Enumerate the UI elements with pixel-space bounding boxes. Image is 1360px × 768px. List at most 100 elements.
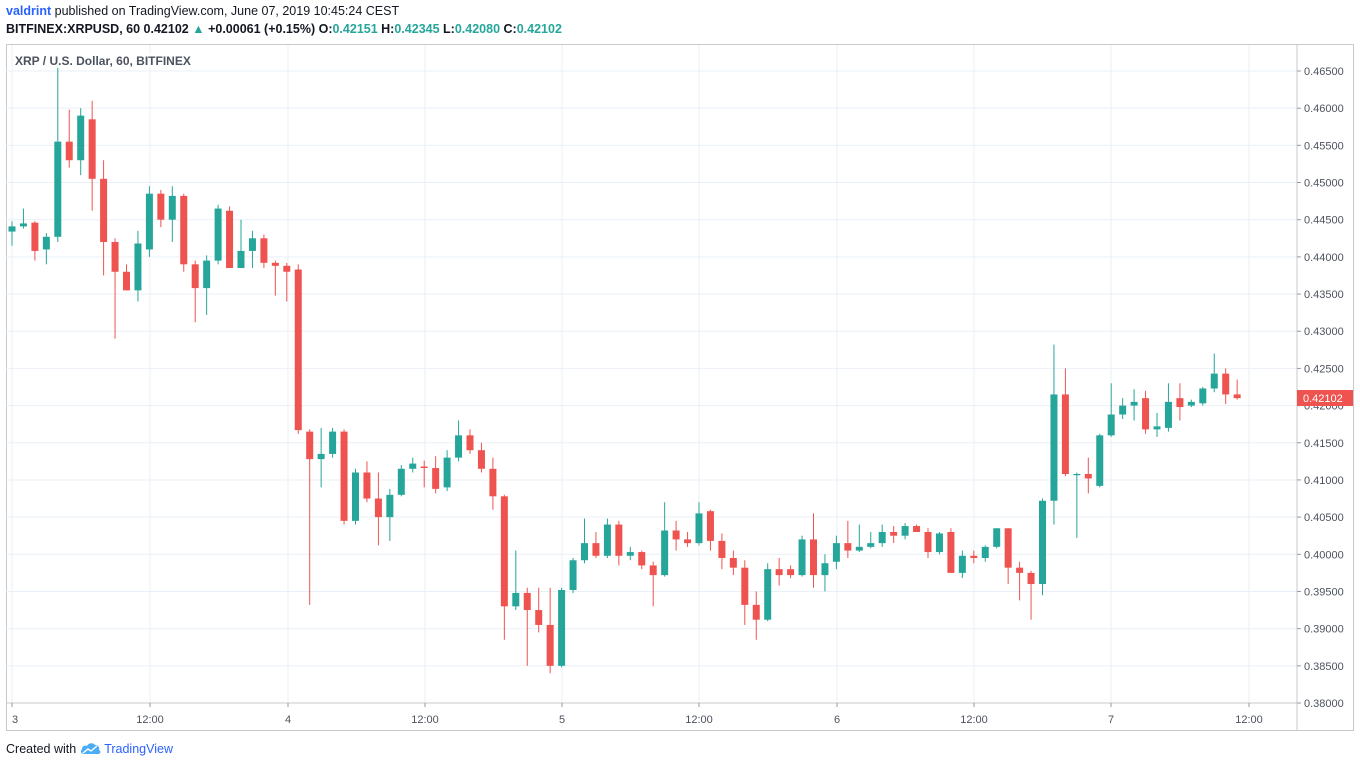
candle [947,528,955,573]
candle-body [638,552,646,566]
price-tick-label: 0.42500 [1304,363,1344,375]
candle-body [100,178,108,243]
candle-body [134,243,142,291]
candle [684,531,692,547]
candle [695,502,703,546]
candle [581,518,588,564]
candle [1061,368,1069,477]
candle [672,520,680,551]
candle-body [214,208,222,261]
candle-body [1142,398,1150,430]
candle-body [844,543,852,551]
candle-body [546,624,554,666]
last-price-badge-label: 0.42102 [1303,393,1343,405]
low-label: L: [443,22,455,36]
candle-body [500,496,508,607]
candle-body [855,546,863,551]
candle-body [8,226,16,232]
candle [798,535,806,577]
price-tick-label: 0.41000 [1304,475,1344,487]
candle [19,208,27,229]
candle-body [363,472,371,499]
price-tick-label: 0.38000 [1304,698,1344,710]
candle-body [1096,435,1104,486]
price-tick-label: 0.43500 [1304,289,1344,301]
candle-body [890,531,898,536]
candle [1233,379,1241,400]
price-tick-label: 0.46000 [1304,103,1344,115]
candle [248,230,256,269]
candle [512,550,520,611]
candle [615,520,623,566]
candle-body [466,435,474,451]
candle-body [111,242,119,272]
candle-body [260,238,268,263]
price-tick-label: 0.44500 [1304,215,1344,227]
candle [1130,389,1138,421]
candle [787,565,795,579]
candle [741,560,749,625]
candle [123,264,130,291]
candle-body [455,435,463,458]
candle-body [569,560,577,590]
candle [1073,472,1081,538]
candle [294,264,302,434]
candle [432,456,440,494]
candle-body [203,260,211,289]
candle [271,260,279,296]
candle-body [924,531,932,553]
candle-body [523,592,531,611]
candle-body [19,223,27,227]
tradingview-brand[interactable]: TradingView [80,742,173,756]
candle-body [1107,414,1115,436]
candle-body [1004,528,1012,568]
candle [546,587,554,674]
candle-body [54,141,62,237]
candle-body [1027,572,1035,585]
candle [1187,399,1195,408]
candle-body [294,269,302,431]
candle [134,230,142,302]
symbol-line: BITFINEX:XRPUSD, 60 0.42102 ▲ +0.00061 (… [6,22,562,36]
candle-body [1050,394,1058,501]
price-tick-label: 0.45000 [1304,178,1344,190]
candle [878,524,886,547]
candle-body [248,238,256,251]
candle [386,488,394,541]
candle [832,535,840,570]
candle-body [237,250,245,269]
candle [374,472,382,546]
chart-frame [6,44,1354,731]
candle [569,558,577,593]
high-label: H: [381,22,395,36]
candle-body [283,265,291,272]
low-value: 0.42080 [454,22,501,36]
candle [443,450,451,492]
candle [340,429,348,525]
candle [1199,387,1207,406]
last-price-marker: 0.42102 [1297,390,1353,407]
candle-body [626,552,634,556]
publisher-username[interactable]: valdrint [6,4,52,18]
candle-body [878,531,886,544]
candle-body [1039,500,1046,585]
candle-body [718,540,726,559]
candle [1222,368,1230,405]
candle-body [1016,567,1024,573]
candle-body [867,543,875,547]
candle-body [77,115,85,161]
candle-body [489,468,497,497]
footer: Created with TradingView [6,742,173,756]
price-change: +0.00061 (+0.15%) [208,22,316,36]
candle [706,509,714,551]
candle [821,554,829,592]
candle [180,193,188,272]
candle-body [1222,373,1230,395]
candle-body [672,530,680,540]
candle-body [695,513,703,544]
candle [901,523,909,540]
publisher-line: valdrint published on TradingView.com, J… [6,4,399,18]
candle [77,108,85,176]
close-value: 0.42102 [516,22,562,36]
